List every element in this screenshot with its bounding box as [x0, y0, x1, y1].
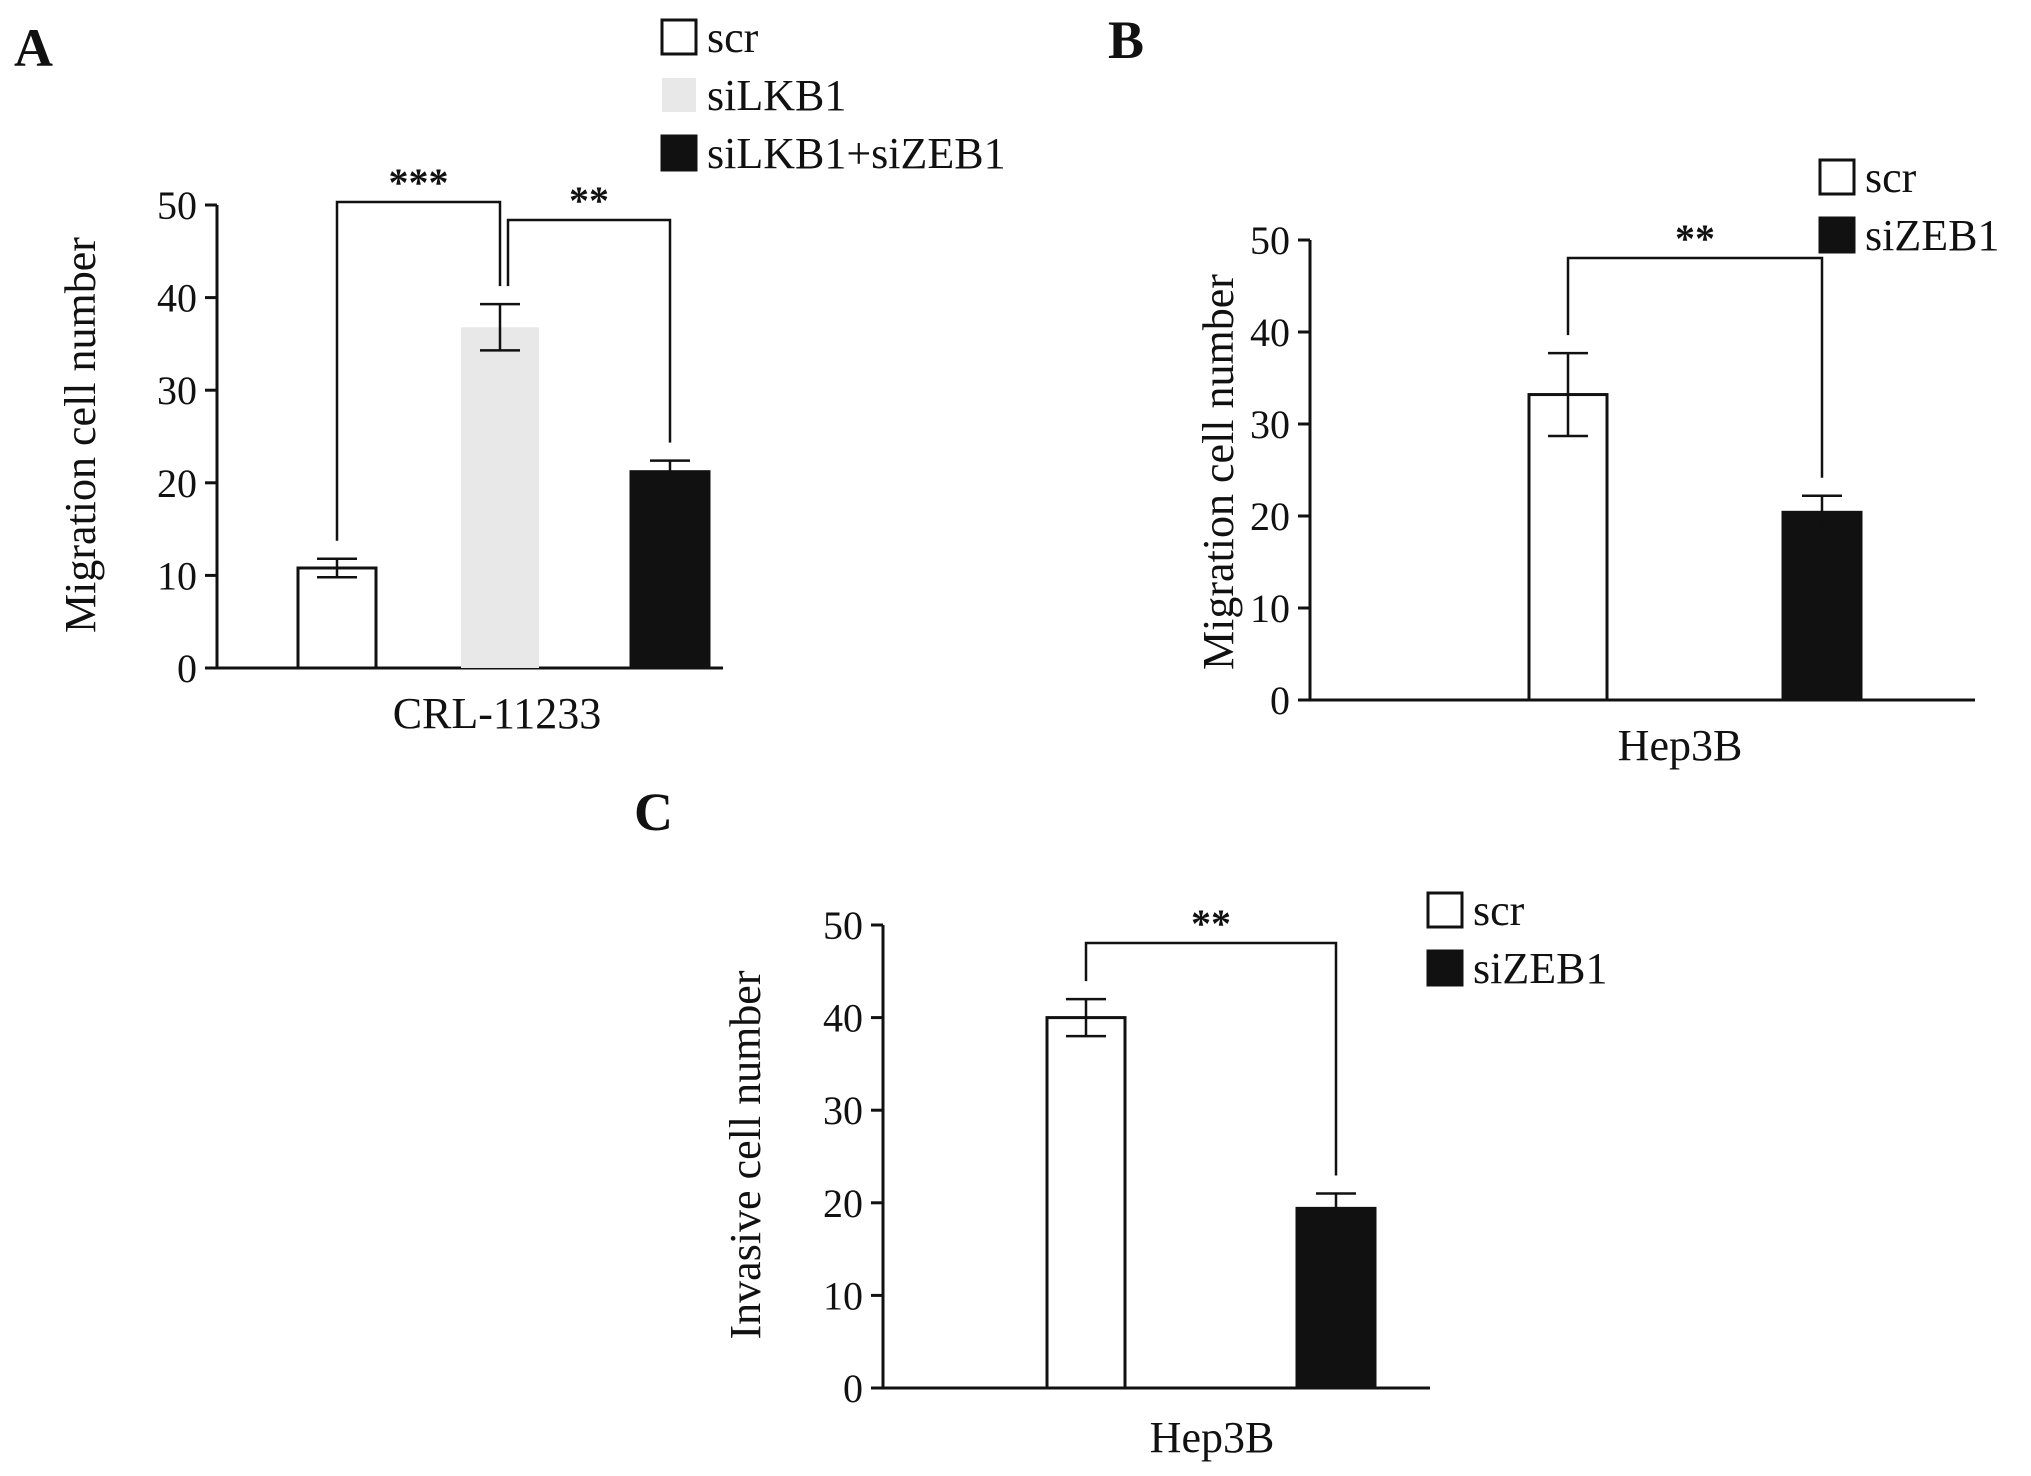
legend-label: siZEB1 — [1473, 944, 1607, 993]
significance-bracket — [1566, 256, 1824, 478]
y-tick-label: 50 — [823, 903, 863, 948]
legend-swatch — [662, 78, 696, 112]
y-tick-label: 40 — [157, 276, 197, 321]
y-axis-title: Migration cell number — [1194, 274, 1243, 670]
y-tick-label: 30 — [1250, 402, 1290, 447]
bar-scr — [1045, 1016, 1127, 1390]
y-tick-label: 10 — [157, 553, 197, 598]
x-axis-label: Hep3B — [1618, 721, 1743, 770]
legend-swatch — [660, 134, 698, 172]
y-tick-label: 40 — [1250, 310, 1290, 355]
legend-label: siLKB1+siZEB1 — [707, 129, 1006, 178]
significance-bracket — [1084, 941, 1338, 1176]
x-axis-label: CRL-11233 — [393, 689, 602, 738]
legend-swatch — [1818, 158, 1856, 196]
legend-swatch — [1818, 216, 1856, 254]
significance-label: *** — [389, 160, 449, 205]
legend-swatch — [1426, 891, 1464, 929]
legend-label: scr — [1865, 153, 1917, 202]
bar-silkb1-sizeb1 — [629, 470, 711, 670]
significance-label: ** — [569, 178, 609, 223]
y-tick-label: 10 — [1250, 586, 1290, 631]
y-axis-title: Invasive cell number — [721, 970, 770, 1339]
chart-panel-a: A 0 10 20 30 40 50 Migration cell number CRL-112… — [14, 13, 1006, 738]
y-tick-label: 20 — [1250, 494, 1290, 539]
bar-scr — [296, 566, 378, 670]
y-tick-label: 50 — [1250, 218, 1290, 263]
legend: scr siZEB1 — [1818, 153, 1999, 260]
legend-swatch — [1426, 949, 1464, 987]
y-tick-label: 10 — [823, 1273, 863, 1318]
panel-letter: B — [1108, 10, 1144, 70]
y-tick-label: 20 — [157, 461, 197, 506]
y-tick-label: 0 — [177, 646, 197, 691]
bar-sizeb1 — [1295, 1206, 1377, 1390]
y-tick-label: 30 — [823, 1088, 863, 1133]
panel-letter: A — [14, 18, 53, 78]
bar-sizeb1 — [1781, 510, 1863, 702]
legend-label: scr — [1473, 886, 1525, 935]
y-axis-title: Migration cell number — [56, 237, 105, 633]
y-tick-label: 20 — [823, 1181, 863, 1226]
legend: scr siZEB1 — [1426, 886, 1607, 993]
y-tick-label: 0 — [1270, 678, 1290, 723]
legend-label: scr — [707, 13, 759, 62]
legend: scr siLKB1 siLKB1+siZEB1 — [660, 13, 1006, 178]
y-tick-label: 40 — [823, 996, 863, 1041]
x-axis-label: Hep3B — [1150, 1413, 1275, 1462]
bar-silkb1 — [461, 327, 539, 668]
significance-label: ** — [1191, 901, 1231, 946]
significance-label: ** — [1675, 216, 1715, 261]
legend-label: siZEB1 — [1865, 211, 1999, 260]
bar-scr — [1527, 393, 1609, 702]
y-tick-label: 50 — [157, 183, 197, 228]
panel-letter: C — [634, 782, 673, 842]
chart-panel-c: C 0 10 20 30 40 50 Invasive cell number Hep3B ** s… — [634, 782, 1607, 1462]
y-tick-label: 30 — [157, 368, 197, 413]
legend-swatch — [660, 18, 698, 56]
y-tick-label: 0 — [843, 1366, 863, 1411]
legend-label: siLKB1 — [707, 71, 846, 120]
significance-bracket — [506, 218, 672, 443]
significance-bracket — [335, 200, 502, 541]
